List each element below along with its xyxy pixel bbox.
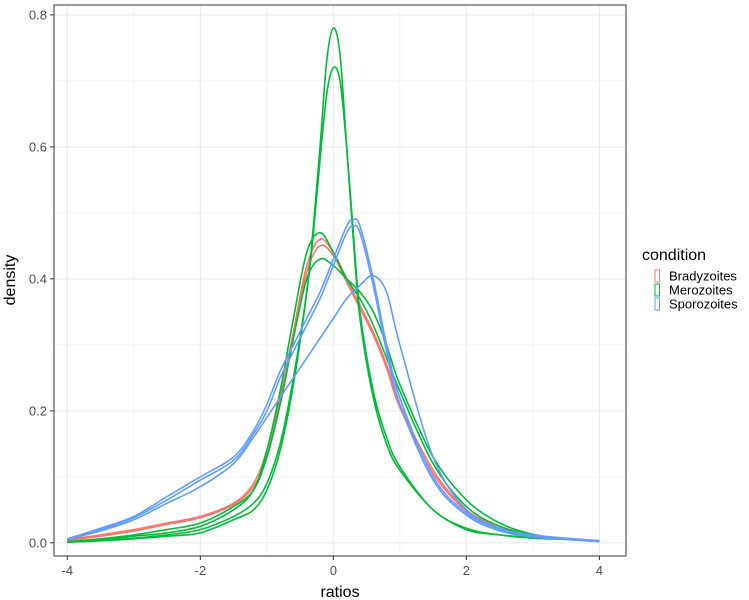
density-line-sporozoites: [67, 224, 600, 543]
density-line-sporozoites: [67, 218, 600, 542]
panel-background: [53, 4, 627, 557]
legend-title: condition: [642, 247, 706, 264]
grid-major: [54, 5, 626, 556]
legend-label-merozoites: Merozoites: [669, 283, 733, 298]
y-tick-label: 0.0: [29, 535, 47, 550]
legend-key-sporozoites: [654, 297, 660, 311]
legend-key-merozoites: [654, 283, 660, 297]
y-axis-title: density: [2, 255, 19, 306]
grid-minor: [54, 5, 626, 556]
x-tick-label: -4: [62, 563, 74, 578]
y-axis: 0.0 0.2 0.4 0.6 0.8: [29, 7, 54, 550]
y-tick-label: 0.8: [29, 7, 47, 22]
legend: condition BradyzoitesMerozoitesSporozoit…: [642, 247, 738, 312]
legend-key-bradyzoites: [654, 269, 660, 283]
x-tick-label: 4: [596, 563, 603, 578]
panel-border: [53, 4, 627, 557]
density-line-merozoites: [67, 257, 600, 543]
y-tick-label: 0.2: [29, 403, 47, 418]
density-line-merozoites: [67, 231, 600, 543]
series-layer: [67, 27, 600, 543]
x-tick-label: 0: [330, 563, 337, 578]
density-line-sporozoites: [67, 274, 600, 542]
legend-label-bradyzoites: Bradyzoites: [669, 269, 737, 284]
x-tick-label: 2: [463, 563, 470, 578]
y-tick-label: 0.4: [29, 271, 47, 286]
density-line-merozoites: [67, 66, 600, 543]
x-axis-title: ratios: [320, 584, 359, 600]
y-tick-label: 0.6: [29, 139, 47, 154]
legend-label-sporozoites: Sporozoites: [669, 297, 738, 312]
x-axis: -4 -2 0 2 4: [62, 556, 603, 578]
x-tick-label: -2: [195, 563, 207, 578]
